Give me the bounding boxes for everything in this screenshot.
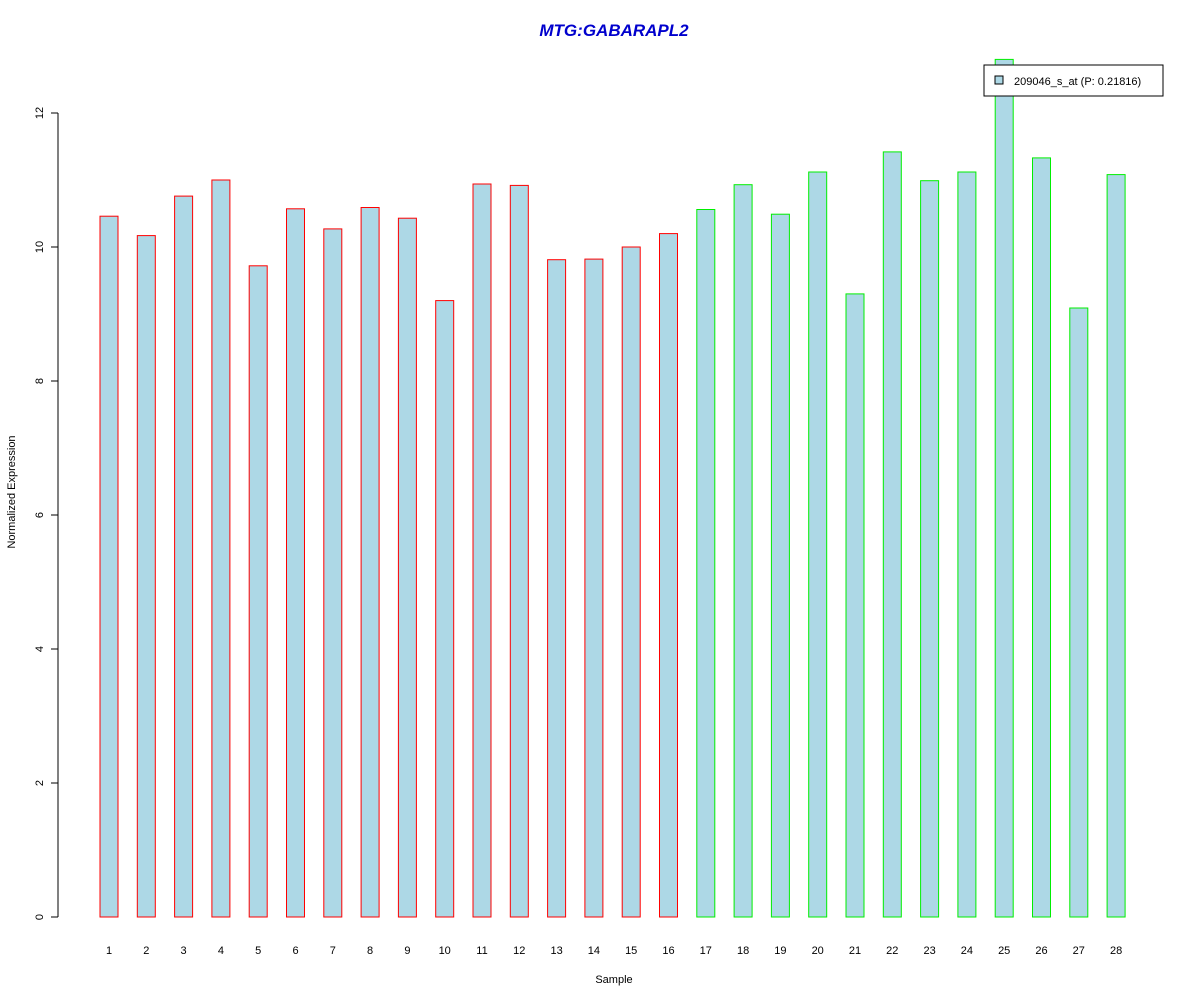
- x-tick-label: 11: [476, 945, 487, 957]
- x-axis-label: Sample: [595, 974, 632, 986]
- bar: [1032, 157, 1051, 918]
- bar: [584, 258, 604, 918]
- bar: [808, 171, 828, 918]
- bar: [1069, 307, 1089, 918]
- bar: [696, 209, 716, 918]
- bar: [733, 184, 753, 918]
- y-axis-label: Normalized Expression: [6, 435, 18, 548]
- y-tick-label: 10: [34, 241, 46, 253]
- bar: [509, 184, 529, 918]
- y-tick-label: 12: [34, 107, 46, 119]
- bar: [136, 235, 156, 918]
- y-axis: 0 2 4 6 8 10 12: [34, 107, 59, 920]
- x-tick-label: 22: [886, 945, 898, 957]
- bar: [659, 233, 678, 918]
- bar: [547, 259, 567, 918]
- x-tick-label: 5: [255, 945, 261, 957]
- bar: [621, 246, 641, 918]
- x-tick-label: 4: [218, 945, 224, 957]
- legend: 209046_s_at (P: 0.21816): [983, 64, 1164, 97]
- legend-swatch: [994, 75, 1004, 85]
- bar: [397, 217, 417, 918]
- bar: [323, 228, 343, 918]
- bar: [472, 183, 492, 918]
- bar: [882, 151, 902, 918]
- y-tick-label: 4: [34, 646, 46, 652]
- x-tick-label: 1: [106, 945, 112, 957]
- legend-box: [983, 64, 1164, 97]
- x-tick-label: 8: [367, 945, 373, 957]
- bar: [360, 207, 380, 918]
- bar: [770, 213, 790, 918]
- x-tick-label: 13: [550, 945, 562, 957]
- bar: [248, 265, 268, 918]
- y-tick-label: 2: [34, 780, 46, 786]
- bars: [99, 58, 1126, 918]
- x-tick-label: 20: [812, 945, 824, 957]
- x-tick-label: 6: [292, 945, 298, 957]
- bar: [174, 195, 194, 918]
- x-tick-label: 12: [513, 945, 525, 957]
- x-tick-label: 27: [1073, 945, 1085, 957]
- bar: [1106, 174, 1126, 918]
- y-tick-label: 6: [34, 512, 46, 518]
- legend-label: 209046_s_at (P: 0.21816): [1014, 76, 1141, 88]
- y-tick-label: 8: [34, 378, 46, 384]
- x-tick-label: 14: [588, 945, 600, 957]
- x-tick-label: 16: [662, 945, 674, 957]
- x-tick-label: 23: [923, 945, 935, 957]
- x-tick-label: 25: [998, 945, 1010, 957]
- bar: [211, 179, 231, 918]
- x-tick-label: 21: [849, 945, 861, 957]
- x-tick-label: 15: [625, 945, 637, 957]
- bar: [99, 215, 119, 918]
- x-tick-label: 24: [961, 945, 973, 957]
- bar: [994, 58, 1014, 918]
- x-tick-label: 26: [1035, 945, 1047, 957]
- x-tick-label: 19: [774, 945, 786, 957]
- x-tick-label: 28: [1110, 945, 1122, 957]
- bar: [286, 208, 305, 918]
- x-tick-label: 9: [404, 945, 410, 957]
- x-tick-label: 3: [181, 945, 187, 957]
- x-tick-label: 18: [737, 945, 749, 957]
- x-tick-label: 17: [700, 945, 712, 957]
- bar: [920, 180, 940, 918]
- bar: [435, 300, 455, 918]
- bar: [845, 293, 865, 918]
- x-tick-label: 2: [143, 945, 149, 957]
- bar: [957, 171, 977, 918]
- x-tick-label: 7: [330, 945, 336, 957]
- chart-title: MTG:GABARAPL2: [539, 21, 689, 40]
- y-tick-label: 0: [34, 914, 46, 920]
- x-tick-label: 10: [439, 945, 451, 957]
- x-axis: 1 2 3 4 5 6 7 8 9 10 11 12 13 14 15 16 17 18 19 20 21 22 23 24 2…: [106, 945, 1122, 957]
